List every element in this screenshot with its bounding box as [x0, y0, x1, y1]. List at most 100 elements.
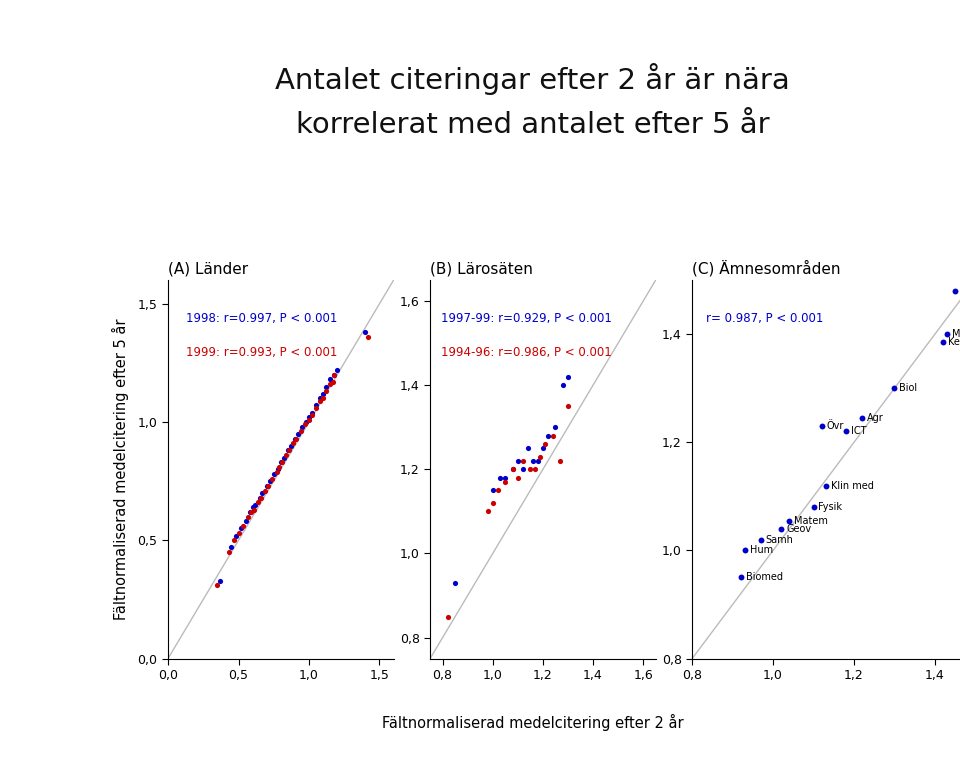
Point	[838, 425, 853, 438]
Point	[269, 466, 284, 478]
Point	[257, 484, 273, 497]
Point	[485, 484, 500, 497]
Point	[497, 476, 513, 488]
Point	[485, 497, 500, 509]
Point	[272, 461, 287, 473]
Point	[737, 544, 753, 556]
Point	[293, 425, 308, 438]
Point	[548, 421, 564, 433]
Point	[247, 503, 262, 516]
Text: korrelerat med antalet efter 5 år: korrelerat med antalet efter 5 år	[296, 111, 770, 139]
Point	[278, 449, 294, 461]
Point	[505, 463, 520, 475]
Text: Geov: Geov	[786, 524, 811, 534]
Point	[304, 407, 320, 419]
Point	[301, 413, 317, 425]
Point	[299, 416, 314, 428]
Point	[209, 579, 225, 591]
Text: 1994-96: r=0.986, P < 0.001: 1994-96: r=0.986, P < 0.001	[442, 346, 612, 359]
Point	[329, 364, 345, 376]
Point	[238, 516, 253, 528]
Point	[221, 546, 236, 558]
Point	[520, 442, 536, 454]
Text: Matem: Matem	[794, 516, 828, 525]
Point	[283, 440, 299, 452]
Text: 1997-99: r=0.929, P < 0.001: 1997-99: r=0.929, P < 0.001	[442, 312, 612, 325]
Point	[280, 444, 296, 456]
Text: 1999: r=0.993, P < 0.001: 1999: r=0.993, P < 0.001	[186, 346, 337, 359]
Point	[948, 285, 960, 297]
Point	[540, 430, 556, 442]
Point	[271, 463, 286, 475]
Text: Fältnormaliserad medelcitering efter 5 år: Fältnormaliserad medelcitering efter 5 å…	[111, 319, 129, 620]
Text: Mater: Mater	[952, 329, 960, 339]
Point	[297, 419, 312, 431]
Point	[510, 472, 525, 484]
Point	[505, 463, 520, 475]
Point	[252, 492, 267, 504]
Point	[935, 336, 950, 348]
Point	[774, 523, 789, 535]
Point	[490, 484, 505, 497]
Point	[287, 432, 302, 444]
Point	[212, 575, 228, 587]
Point	[361, 331, 376, 343]
Point	[318, 381, 334, 393]
Point	[276, 451, 291, 463]
Point	[227, 534, 242, 547]
Point	[447, 577, 463, 589]
Point	[818, 479, 833, 491]
Text: Biol: Biol	[900, 383, 918, 393]
Point	[805, 501, 821, 513]
Text: r= 0.987, P < 0.001: r= 0.987, P < 0.001	[707, 312, 824, 325]
Point	[316, 392, 331, 404]
Point	[525, 455, 540, 467]
Text: Antalet citeringar efter 2 år är nära: Antalet citeringar efter 2 år är nära	[276, 64, 790, 95]
Point	[553, 455, 568, 467]
Point	[754, 534, 769, 546]
Point	[233, 522, 249, 534]
Point	[248, 499, 263, 511]
Point	[301, 411, 317, 423]
Text: (C) Ämnesområden: (C) Ämnesområden	[692, 260, 841, 276]
Point	[538, 438, 553, 450]
Text: (A) Länder: (A) Länder	[168, 261, 248, 276]
Point	[733, 572, 749, 584]
Point	[528, 463, 543, 475]
Point	[275, 456, 290, 469]
Point	[265, 472, 280, 485]
Text: Fysik: Fysik	[818, 502, 842, 512]
Point	[251, 497, 266, 509]
Text: (B) Lärosäten: (B) Lärosäten	[430, 261, 533, 276]
Point	[516, 455, 531, 467]
Point	[323, 378, 338, 391]
Point	[887, 382, 902, 394]
Point	[245, 501, 260, 513]
Point	[313, 392, 328, 404]
Point	[260, 480, 276, 492]
Point	[814, 420, 829, 432]
Point	[561, 400, 576, 413]
Point	[295, 421, 310, 433]
Point	[286, 438, 301, 450]
Text: Biomed: Biomed	[746, 572, 782, 582]
Text: Kemi: Kemi	[948, 338, 960, 347]
Point	[480, 506, 495, 518]
Text: Hum: Hum	[750, 546, 773, 556]
Point	[228, 530, 243, 542]
Point	[533, 450, 548, 463]
Point	[235, 520, 251, 532]
Point	[241, 510, 256, 522]
Point	[536, 442, 551, 454]
Point	[561, 371, 576, 383]
Point	[323, 373, 338, 385]
Point	[781, 515, 797, 527]
Point	[281, 444, 297, 456]
Point	[304, 409, 320, 421]
Point	[530, 455, 545, 467]
Text: Övr: Övr	[827, 421, 844, 431]
Point	[316, 388, 331, 400]
Text: Samh: Samh	[766, 534, 794, 544]
Point	[854, 412, 870, 424]
Point	[440, 610, 455, 622]
